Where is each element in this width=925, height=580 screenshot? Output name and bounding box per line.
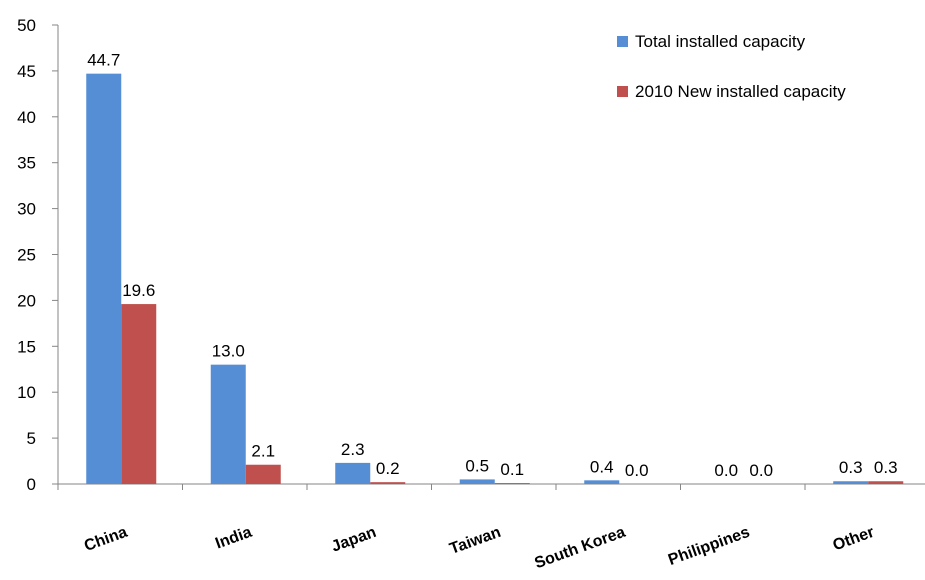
bar-new-other	[868, 481, 904, 484]
data-label: 0.0	[625, 461, 649, 480]
data-label: 13.0	[212, 342, 245, 361]
data-label: 0.1	[500, 460, 524, 479]
category-label: Taiwan	[447, 524, 503, 558]
legend-swatch	[617, 86, 628, 97]
bar-total-japan	[335, 462, 371, 484]
y-tick-label: 20	[17, 291, 36, 310]
bar-new-china	[121, 304, 157, 484]
data-label: 2.1	[251, 442, 275, 461]
bar-new-japan	[370, 482, 406, 484]
y-tick-label: 40	[17, 108, 36, 127]
category-label: China	[82, 524, 130, 555]
bar-total-china	[86, 73, 122, 485]
bar-total-other	[833, 481, 869, 484]
y-tick-label: 30	[17, 200, 36, 219]
bar-new-taiwan	[494, 483, 530, 484]
bars	[86, 73, 904, 485]
data-label: 0.0	[749, 461, 773, 480]
y-tick-label: 15	[17, 337, 36, 356]
data-label: 0.5	[465, 456, 489, 475]
legend: Total installed capacity 2010 New install…	[617, 32, 846, 101]
bar-new-india	[245, 464, 281, 484]
data-label: 0.3	[874, 458, 898, 477]
y-tick-label: 25	[17, 246, 36, 265]
category-label: Philippines	[666, 524, 752, 569]
data-label: 19.6	[122, 281, 155, 300]
bar-total-india	[210, 364, 246, 484]
axes: 0 5 10 15 20 25 30 35 40 45 50	[17, 16, 925, 494]
data-label: 0.4	[590, 457, 614, 476]
data-label: 44.7	[87, 51, 120, 70]
bar-total-south-korea	[584, 480, 620, 484]
data-label: 0.3	[839, 458, 863, 477]
data-label: 2.3	[341, 440, 365, 459]
y-tick-label: 45	[17, 62, 36, 81]
y-tick-label: 0	[27, 475, 36, 494]
legend-swatch	[617, 36, 628, 47]
category-labels: China India Japan Taiwan South Korea Philippi…	[82, 524, 877, 573]
legend-label: 2010 New installed capacity	[635, 82, 846, 101]
y-tick-label: 5	[27, 429, 36, 448]
data-labels: 44.7 19.6 13.0 2.1 2.3 0.2 0.5 0.1 0.4 0.0 0.0 0.0 0…	[87, 51, 897, 480]
category-label: South Korea	[532, 524, 627, 573]
category-label: Other	[831, 524, 877, 555]
y-tick-label: 10	[17, 383, 36, 402]
category-label: Japan	[329, 524, 378, 556]
y-tick-label: 50	[17, 16, 36, 35]
data-label: 0.0	[714, 461, 738, 480]
bar-total-taiwan	[459, 479, 495, 484]
legend-label: Total installed capacity	[635, 32, 806, 51]
category-label: India	[213, 524, 254, 553]
data-label: 0.2	[376, 459, 400, 478]
y-tick-label: 35	[17, 154, 36, 173]
